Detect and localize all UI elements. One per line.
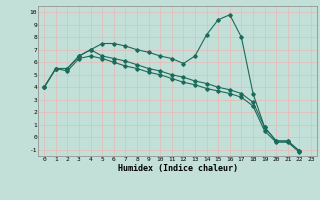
X-axis label: Humidex (Indice chaleur): Humidex (Indice chaleur) xyxy=(118,164,238,173)
